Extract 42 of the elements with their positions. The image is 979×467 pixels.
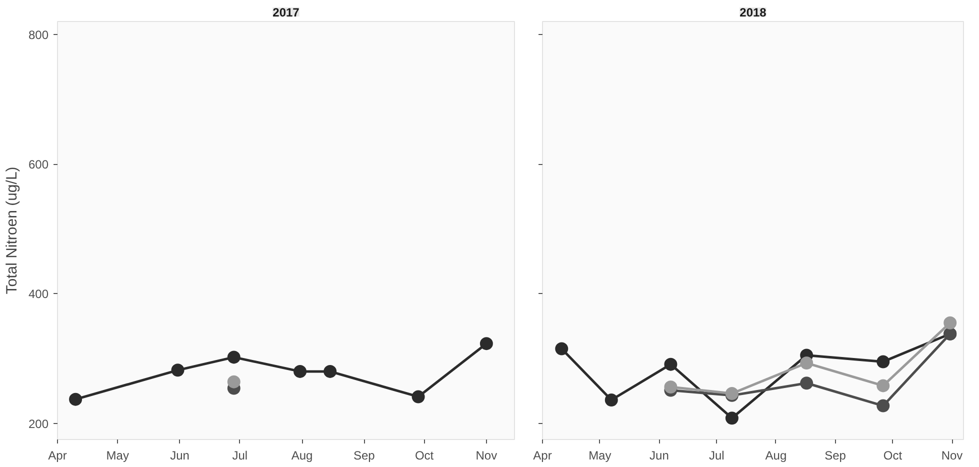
point — [294, 364, 307, 378]
point — [604, 393, 618, 406]
point — [324, 364, 337, 378]
y-tick-label: 800 — [28, 28, 49, 42]
x-tick-label: Apr — [533, 448, 552, 462]
point — [69, 392, 82, 406]
x-tick-label: Oct — [883, 448, 903, 462]
x-tick-label: Nov — [941, 448, 963, 462]
x-tick-label: Sep — [824, 448, 846, 462]
x-tick-label: Jul — [708, 448, 724, 462]
point — [412, 390, 425, 404]
point — [227, 350, 240, 364]
y-tick-label: 400 — [28, 287, 49, 302]
x-tick-label: May — [588, 448, 612, 462]
point — [171, 364, 184, 377]
y-tick-label: 200 — [28, 416, 49, 431]
point — [876, 399, 890, 412]
x-tick-label: Jun — [170, 448, 190, 462]
point — [876, 355, 890, 368]
chart-title: 2018 — [740, 6, 767, 20]
x-tick-label: Nov — [476, 448, 498, 462]
point — [800, 376, 814, 390]
y-tick-label: 600 — [28, 158, 49, 172]
point — [800, 356, 814, 370]
point — [664, 380, 678, 394]
x-tick-label: Aug — [291, 448, 313, 462]
x-tick-label: Aug — [765, 448, 787, 462]
x-tick-label: Apr — [48, 448, 67, 462]
point — [664, 358, 678, 371]
chart-title: 2017 — [272, 6, 300, 20]
x-tick-label: Sep — [353, 448, 376, 462]
point — [480, 337, 493, 350]
point — [876, 379, 890, 392]
x-tick-label: May — [106, 448, 129, 462]
point — [944, 316, 957, 330]
x-tick-label: Jun — [650, 448, 669, 462]
y-axis-title: Total Nitroen (ug/L) — [3, 166, 20, 294]
point — [725, 412, 738, 425]
point — [555, 342, 568, 356]
x-tick-label: Jul — [232, 448, 248, 462]
point — [227, 375, 240, 388]
x-tick-label: Oct — [414, 448, 434, 462]
